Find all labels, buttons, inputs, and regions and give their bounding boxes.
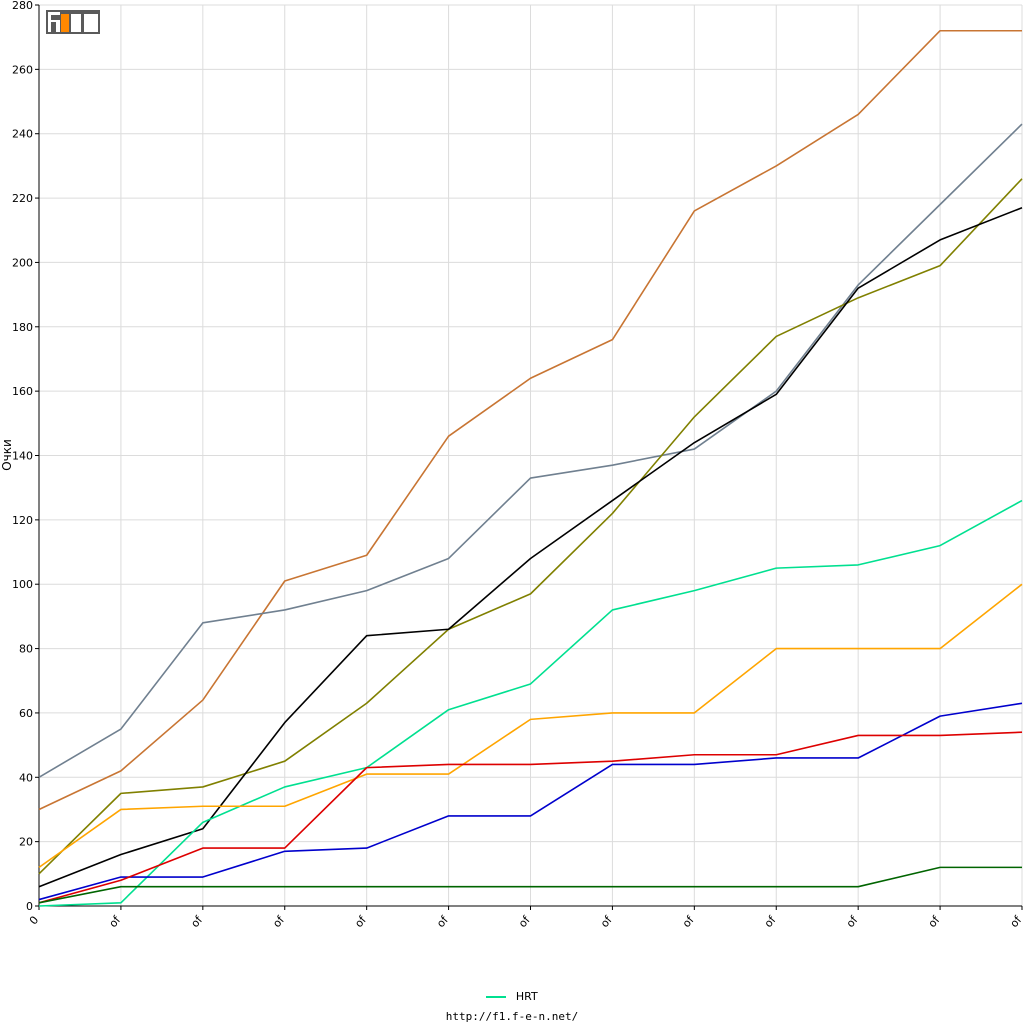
y-tick-label: 160	[12, 385, 33, 398]
y-tick-label: 220	[12, 192, 33, 205]
x-tick-label: of	[1008, 913, 1024, 930]
legend-label-hrt: HRT	[515, 990, 538, 1003]
x-tick-label: of	[926, 913, 943, 930]
x-tick-label: of	[352, 913, 369, 930]
y-tick-label: 40	[19, 771, 33, 784]
x-tick-label: of	[516, 913, 533, 930]
series-line-7	[38, 702, 1023, 901]
x-tick-label: of	[762, 913, 779, 930]
series-line-4	[38, 206, 1023, 888]
y-tick-label: 120	[12, 514, 33, 527]
legend: HRT	[0, 990, 1024, 1003]
y-tick-label: 80	[19, 643, 33, 656]
y-tick-label: 260	[12, 63, 33, 76]
y-tick-label: 180	[12, 321, 33, 334]
f1en-logo-graphic	[46, 10, 100, 34]
chart-series	[38, 29, 1023, 907]
y-tick-label: 240	[12, 128, 33, 141]
x-tick-label: of	[598, 913, 615, 930]
series-line-6	[38, 583, 1023, 869]
y-tick-label: 100	[12, 578, 33, 591]
y-tick-label: 60	[19, 707, 33, 720]
y-tick-label: 0	[26, 900, 33, 913]
x-tick-label: of	[188, 913, 205, 930]
y-tick-label: 200	[12, 256, 33, 269]
legend-swatch-hrt	[486, 996, 507, 998]
series-line-9	[38, 866, 1022, 904]
series-line-2	[38, 123, 1023, 778]
x-tick-label: of	[270, 913, 287, 930]
y-tick-label: 20	[19, 836, 33, 849]
footer-url: http://f1.f-e-n.net/	[445, 1010, 579, 1023]
f1en-logo	[46, 8, 100, 36]
y-axis-title: Очки	[0, 439, 14, 471]
x-tick-label: of	[106, 913, 123, 930]
series-line-8	[38, 731, 1023, 904]
x-tick-label: of	[434, 913, 451, 930]
x-tick-label: 0	[27, 914, 41, 928]
series-line-1	[38, 29, 1022, 811]
x-tick-label: of	[680, 913, 697, 930]
x-tick-label: of	[844, 913, 861, 930]
series-line-5	[38, 499, 1023, 907]
y-tick-label: 280	[12, 0, 33, 12]
series-line-3	[38, 178, 1023, 875]
y-tick-label: 140	[12, 450, 33, 463]
chart-grid	[38, 4, 1023, 907]
